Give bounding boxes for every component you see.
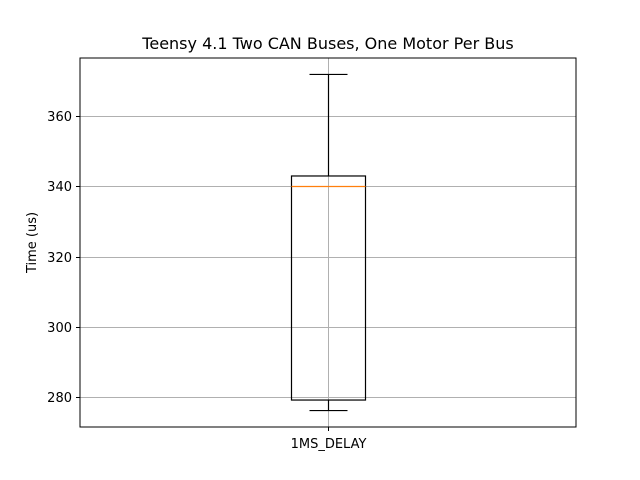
y-tick-label: 360 <box>47 110 72 125</box>
tick-layer: 280 300 320 340 360 1MS_DELAY <box>47 110 366 452</box>
iqr-box <box>290 175 367 401</box>
y-tick-label: 320 <box>47 251 72 266</box>
y-tick-label: 280 <box>47 391 72 406</box>
x-tick-label: 1MS_DELAY <box>291 437 367 452</box>
y-tick-label: 340 <box>47 180 72 195</box>
box-layer <box>290 73 367 412</box>
y-axis-label: Time (us) <box>25 212 40 274</box>
y-tick-label: 300 <box>47 321 72 336</box>
chart-title: Teensy 4.1 Two CAN Buses, One Motor Per … <box>141 34 513 53</box>
